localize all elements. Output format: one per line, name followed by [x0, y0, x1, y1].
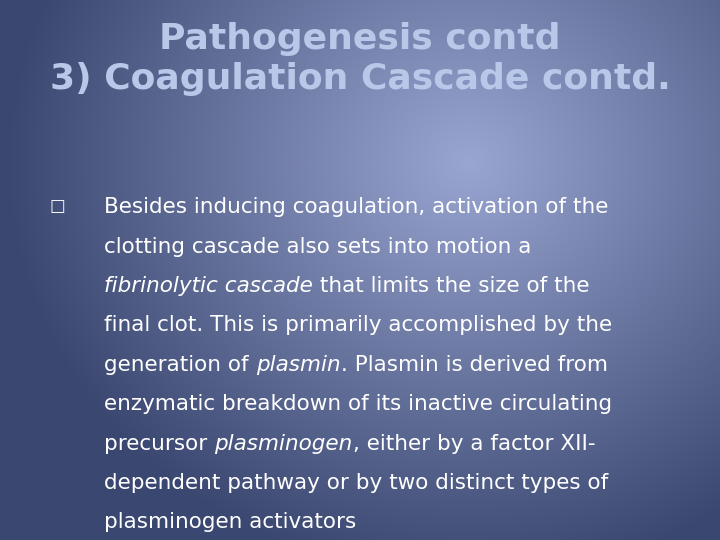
Text: plasminogen: plasminogen — [215, 434, 353, 454]
Text: enzymatic breakdown of its inactive circulating: enzymatic breakdown of its inactive circ… — [104, 394, 613, 414]
Text: Besides inducing coagulation, activation of the: Besides inducing coagulation, activation… — [104, 197, 609, 217]
Text: fibrinolytic cascade: fibrinolytic cascade — [104, 276, 313, 296]
Text: plasmin: plasmin — [256, 355, 341, 375]
Text: Pathogenesis contd
3) Coagulation Cascade contd.: Pathogenesis contd 3) Coagulation Cascad… — [50, 22, 670, 96]
Text: generation of: generation of — [104, 355, 256, 375]
Text: clotting cascade also sets into motion a: clotting cascade also sets into motion a — [104, 237, 532, 256]
Text: precursor: precursor — [104, 434, 215, 454]
Text: , either by a factor XII-: , either by a factor XII- — [353, 434, 595, 454]
Text: □: □ — [50, 197, 66, 215]
Text: . Plasmin is derived from: . Plasmin is derived from — [341, 355, 608, 375]
Text: that limits the size of the: that limits the size of the — [313, 276, 590, 296]
Text: final clot. This is primarily accomplished by the: final clot. This is primarily accomplish… — [104, 315, 613, 335]
Text: dependent pathway or by two distinct types of: dependent pathway or by two distinct typ… — [104, 473, 608, 493]
Text: plasminogen activators: plasminogen activators — [104, 512, 356, 532]
